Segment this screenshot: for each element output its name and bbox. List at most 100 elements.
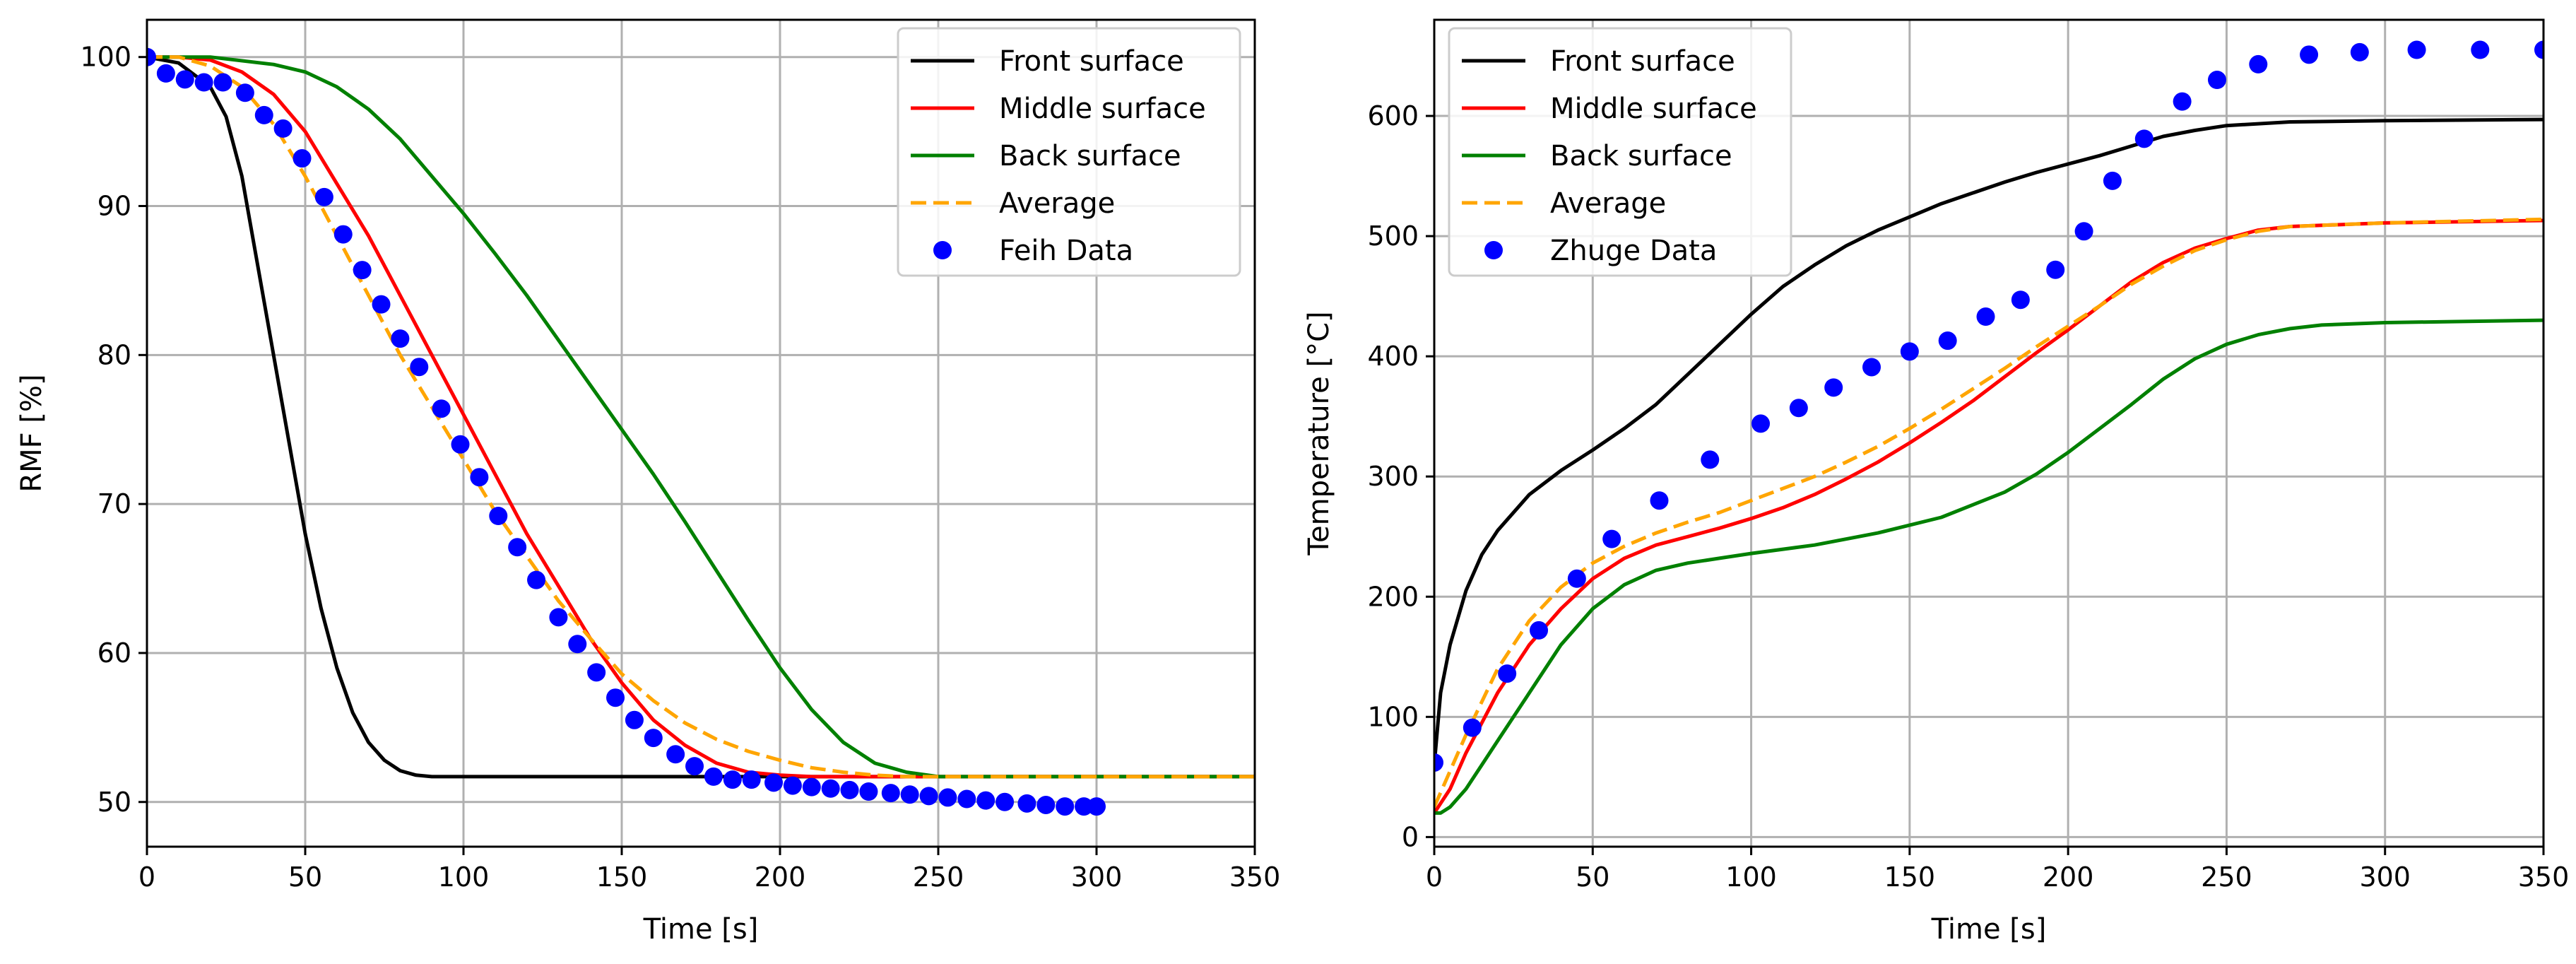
rmf-y-tick-label: 90 — [98, 191, 131, 222]
rmf-series-area — [147, 47, 1255, 816]
temperature-average-line — [1434, 217, 2543, 808]
temperature-zhuge-data-point — [2207, 71, 2226, 90]
rmf-feih-data-point — [175, 70, 194, 89]
temperature-plot-frame — [1433, 18, 2545, 848]
rmf-feih-data-point — [1056, 797, 1075, 816]
rmf-feih-data-point — [957, 789, 976, 809]
rmf-middle-surface-line — [147, 55, 1255, 779]
temperature-legend-front-surface-label: Front surface — [1550, 45, 1735, 78]
temperature-middle-surface-line — [1434, 218, 2543, 814]
temperature-zhuge-data-point — [2046, 260, 2065, 279]
rmf-feih-data-point — [213, 73, 232, 92]
rmf-y-axis-label: RMF [%] — [16, 374, 48, 492]
rmf-feih-data-point — [527, 570, 546, 589]
temperature-legend-box — [1448, 27, 1792, 277]
temperature-zhuge-data-point — [1824, 378, 1843, 397]
temperature-ticks: 0 50 100 150 200 250 300 350 0 100 200 300 400 500 600 — [1367, 100, 2569, 893]
temperature-x-tick-label: 0 — [1426, 862, 1443, 893]
temperature-zhuge-data-point — [2407, 40, 2426, 59]
rmf-feih-data-point — [391, 329, 410, 348]
temperature-zhuge-data-point — [2350, 42, 2369, 61]
temperature-zhuge-data-point — [1938, 331, 1957, 351]
rmf-x-tick-label: 200 — [755, 862, 806, 893]
rmf-x-tick-label: 100 — [438, 862, 490, 893]
temperature-zhuge-data-point — [2134, 129, 2153, 148]
temperature-y-tick-label: 500 — [1367, 221, 1419, 252]
rmf-legend-back-surface-label: Back surface — [999, 140, 1181, 172]
temperature-series — [1434, 40, 2543, 815]
rmf-feih-data-point — [723, 770, 742, 789]
temperature-zhuge-data-point — [1434, 753, 1443, 772]
rmf-feih-data-point — [1087, 797, 1106, 816]
rmf-feih-data-point — [742, 770, 761, 789]
temperature-y-tick-label: 100 — [1367, 701, 1419, 732]
temperature-y-tick-label: 200 — [1367, 581, 1419, 612]
rmf-feih-data-point — [1017, 794, 1036, 813]
rmf-x-tick-label: 150 — [596, 862, 648, 893]
temperature-zhuge-data-point — [1498, 664, 1517, 683]
rmf-back-surface-line — [147, 55, 1255, 779]
rmf-feih-data-point — [254, 105, 273, 124]
rmf-feih-data-point — [273, 119, 293, 138]
temperature-x-tick-label: 150 — [1884, 862, 1936, 893]
temperature-zhuge-data-point — [1900, 342, 1919, 361]
temperature-x-tick-label: 300 — [2359, 862, 2411, 893]
temperature-zhuge-data-point — [1602, 529, 1621, 548]
temperature-zhuge-data-point — [1976, 307, 1995, 327]
temperature-zhuge-data-point — [1567, 569, 1586, 588]
rmf-feih-data-point — [821, 779, 840, 798]
rmf-feih-data-point — [919, 787, 938, 806]
rmf-feih-data-point — [410, 358, 429, 377]
temperature-zhuge-data-point — [2173, 92, 2192, 111]
rmf-feih-data-point — [194, 73, 213, 92]
temperature-series-area — [1434, 40, 2543, 815]
rmf-feih-data-point — [644, 729, 663, 748]
temperature-legend: Front surface Middle surface Back surface A… — [1448, 27, 1792, 277]
rmf-legend-feih-data-label: Feih Data — [999, 235, 1133, 267]
rmf-feih-data-point — [470, 468, 489, 487]
rmf-feih-data-point — [147, 47, 156, 66]
rmf-feih-data-point — [840, 780, 859, 799]
temperature-legend-zhuge-data-marker — [1484, 241, 1503, 259]
rmf-legend: Front surface Middle surface Back surface A… — [897, 27, 1241, 277]
temperature-x-axis-label: Time [s] — [1931, 913, 2047, 946]
temperature-x-tick-label: 100 — [1725, 862, 1777, 893]
temperature-zhuge-data-point — [2471, 40, 2490, 59]
rmf-feih-data-point — [704, 767, 723, 786]
temperature-y-tick-label: 300 — [1367, 461, 1419, 492]
rmf-y-tick-label: 100 — [80, 42, 131, 73]
temperature-y-tick-label: 0 — [1402, 821, 1419, 852]
rmf-feih-data-point — [568, 635, 587, 654]
temperature-legend-middle-surface-label: Middle surface — [1550, 93, 1757, 125]
temperature-zhuge-data-point — [2074, 222, 2093, 241]
temperature-grid — [1433, 20, 2545, 847]
rmf-legend-middle-surface-label: Middle surface — [999, 93, 1206, 125]
temperature-x-tick-label: 200 — [2043, 862, 2094, 893]
temperature-zhuge-data-point — [2249, 54, 2268, 74]
rmf-feih-data-point — [293, 149, 312, 168]
rmf-chart: 0 50 100 150 200 250 300 350 50 60 70 80 90 100 Time … — [16, 18, 1280, 946]
rmf-feih-data-point — [900, 785, 919, 804]
temperature-front-surface-line — [1434, 117, 2543, 765]
temperature-legend-average-label: Average — [1550, 187, 1666, 220]
rmf-legend-front-surface-label: Front surface — [999, 45, 1184, 78]
rmf-front-surface-line — [147, 55, 1255, 779]
temperature-zhuge-data-point — [2011, 290, 2030, 310]
temperature-zhuge-data-point — [1862, 358, 1881, 377]
temperature-zhuge-data-point — [1701, 450, 1720, 469]
rmf-y-tick-label: 50 — [98, 787, 131, 818]
temperature-zhuge-data-point — [2300, 45, 2319, 64]
temperature-zhuge-data-point — [1751, 414, 1771, 433]
rmf-feih-data-point — [353, 261, 372, 280]
rmf-legend-box — [897, 27, 1241, 277]
temperature-zhuge-data-point — [1650, 491, 1669, 510]
temperature-zhuge-data-point — [2103, 171, 2122, 190]
rmf-feih-data-point — [372, 295, 391, 314]
rmf-ticks: 0 50 100 150 200 250 300 350 50 60 70 80 90 100 — [80, 42, 1280, 893]
rmf-feih-data-point — [314, 187, 333, 206]
rmf-legend-average-label: Average — [999, 187, 1115, 220]
rmf-feih-data-point — [783, 776, 802, 795]
temperature-zhuge-data-point — [2534, 40, 2543, 59]
rmf-feih-data-point — [859, 782, 878, 801]
